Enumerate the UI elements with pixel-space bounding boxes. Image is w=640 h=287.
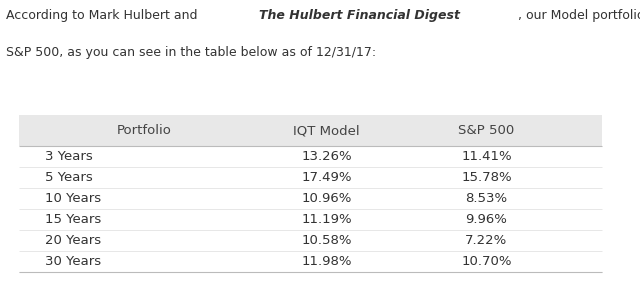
Text: 30 Years: 30 Years xyxy=(45,255,101,268)
Text: 11.41%: 11.41% xyxy=(461,150,512,163)
Text: 15.78%: 15.78% xyxy=(461,171,512,184)
Text: 17.49%: 17.49% xyxy=(301,171,351,184)
Text: 8.53%: 8.53% xyxy=(465,192,508,205)
Text: , our Model portfolio routinely out-performs the: , our Model portfolio routinely out-perf… xyxy=(518,9,640,22)
Text: Portfolio: Portfolio xyxy=(116,124,172,137)
Text: 13.26%: 13.26% xyxy=(301,150,352,163)
Text: According to Mark Hulbert and: According to Mark Hulbert and xyxy=(6,9,202,22)
Text: 3 Years: 3 Years xyxy=(45,150,93,163)
Text: 10 Years: 10 Years xyxy=(45,192,101,205)
Text: 15 Years: 15 Years xyxy=(45,213,101,226)
Text: IQT Model: IQT Model xyxy=(293,124,360,137)
Text: 20 Years: 20 Years xyxy=(45,234,101,247)
Text: 10.58%: 10.58% xyxy=(301,234,351,247)
Text: S&P 500: S&P 500 xyxy=(458,124,515,137)
Text: 11.98%: 11.98% xyxy=(301,255,351,268)
Text: 10.70%: 10.70% xyxy=(461,255,511,268)
Text: 7.22%: 7.22% xyxy=(465,234,508,247)
Text: The Hulbert Financial Digest: The Hulbert Financial Digest xyxy=(259,9,460,22)
Text: 5 Years: 5 Years xyxy=(45,171,93,184)
Text: 11.19%: 11.19% xyxy=(301,213,352,226)
Text: 9.96%: 9.96% xyxy=(465,213,508,226)
Text: 10.96%: 10.96% xyxy=(301,192,351,205)
Text: S&P 500, as you can see in the table below as of 12/31/17:: S&P 500, as you can see in the table bel… xyxy=(6,46,376,59)
